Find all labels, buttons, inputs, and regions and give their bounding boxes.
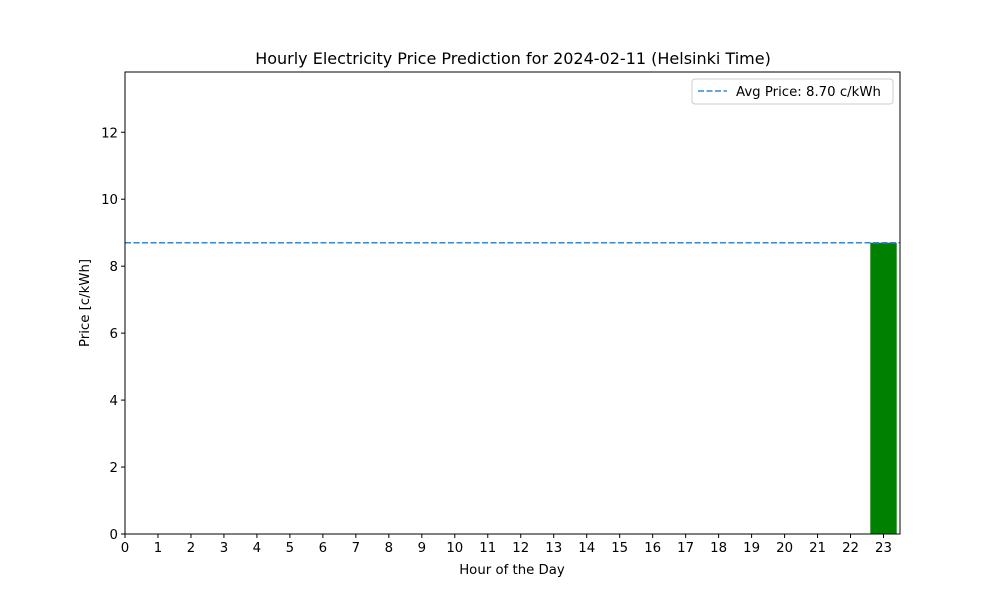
x-axis-label: Hour of the Day [459,563,565,578]
x-tick-label: 12 [512,541,529,556]
y-tick-label: 6 [110,327,118,342]
plot-frame [124,71,901,535]
x-tick-label: 20 [776,541,793,556]
x-tick-label: 23 [875,541,892,556]
x-tick-label: 2 [187,541,195,556]
y-tick-label: 0 [110,528,118,543]
legend-label: Avg Price: 8.70 c/kWh [736,85,881,100]
x-tick-label: 22 [842,541,859,556]
plot-area [124,71,901,535]
y-axis-label: Price [c/kWh] [78,259,93,347]
x-tick-label: 13 [545,541,562,556]
x-tick-label: 1 [154,541,162,556]
x-tick-label: 19 [743,541,760,556]
x-tick-label: 9 [418,541,426,556]
x-tick-label: 10 [446,541,463,556]
x-tick-label: 14 [578,541,595,556]
x-tick-label: 0 [121,541,129,556]
legend-box [691,78,894,105]
x-tick-label: 5 [286,541,294,556]
y-tick-label: 12 [101,126,118,141]
bar-hour-23 [870,242,897,534]
y-tick-label: 10 [101,193,118,208]
x-tick-label: 8 [385,541,393,556]
x-tick-label: 3 [220,541,228,556]
chart-title: Hourly Electricity Price Prediction for … [255,49,771,68]
x-tick-label: 4 [253,541,261,556]
x-tick-label: 18 [710,541,727,556]
x-tick-label: 7 [352,541,360,556]
x-tick-label: 21 [809,541,826,556]
legend: Avg Price: 8.70 c/kWh [691,78,894,105]
x-tick-label: 17 [677,541,694,556]
x-tick-label: 6 [319,541,327,556]
y-tick-label: 4 [110,394,118,409]
y-axis: 0 2 4 6 8 10 12 [101,126,125,543]
x-tick-label: 15 [611,541,628,556]
y-tick-label: 2 [110,461,118,476]
x-axis: 0 1 2 3 4 5 6 7 8 9 10 11 12 13 14 15 16 17 18 19 20 21 22 23 [121,534,892,556]
x-tick-label: 16 [644,541,661,556]
y-tick-label: 8 [110,260,118,275]
x-tick-label: 11 [479,541,496,556]
